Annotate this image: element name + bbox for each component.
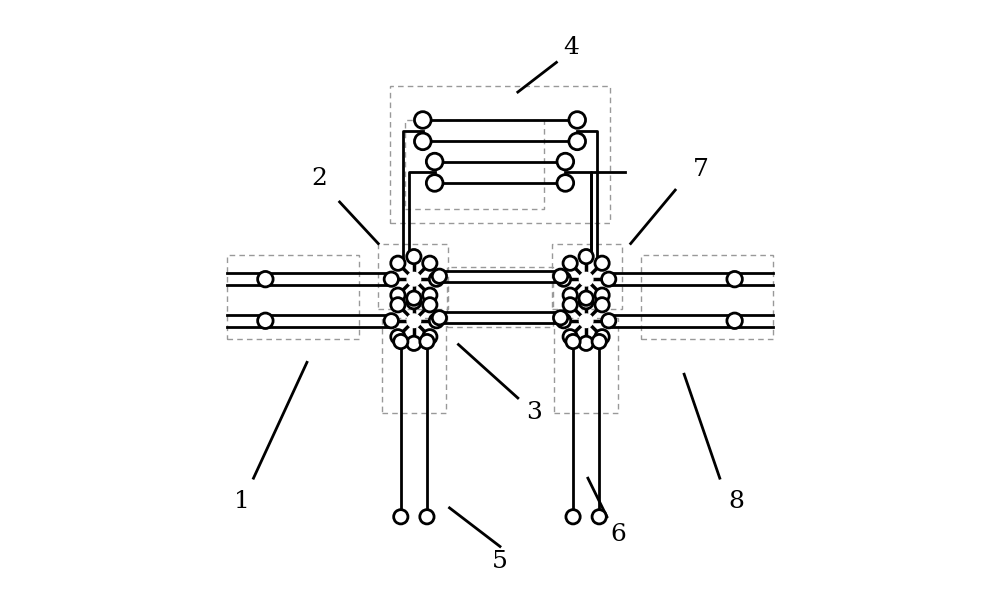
- Circle shape: [557, 153, 574, 170]
- Circle shape: [566, 510, 580, 524]
- Circle shape: [407, 336, 421, 350]
- Circle shape: [391, 298, 405, 312]
- Circle shape: [592, 510, 606, 524]
- Circle shape: [595, 298, 609, 312]
- Circle shape: [391, 256, 405, 270]
- Circle shape: [384, 272, 398, 286]
- Circle shape: [602, 314, 616, 328]
- Bar: [390, 86, 610, 223]
- Circle shape: [563, 288, 577, 302]
- Circle shape: [407, 295, 421, 309]
- Circle shape: [429, 314, 444, 328]
- Circle shape: [556, 314, 571, 328]
- Circle shape: [426, 153, 443, 170]
- Circle shape: [432, 311, 447, 325]
- Circle shape: [595, 288, 609, 302]
- Circle shape: [566, 334, 580, 349]
- Text: 4: 4: [563, 36, 579, 59]
- Circle shape: [414, 112, 431, 128]
- Circle shape: [595, 330, 609, 344]
- Circle shape: [579, 336, 593, 350]
- Circle shape: [579, 273, 593, 286]
- Circle shape: [423, 256, 437, 270]
- Circle shape: [414, 133, 431, 150]
- Circle shape: [391, 330, 405, 344]
- Text: 5: 5: [492, 550, 508, 573]
- Text: 2: 2: [311, 167, 327, 189]
- Text: 6: 6: [611, 523, 627, 546]
- Circle shape: [553, 269, 568, 283]
- Circle shape: [569, 112, 586, 128]
- Circle shape: [727, 271, 742, 287]
- Circle shape: [420, 334, 434, 349]
- Circle shape: [407, 249, 421, 264]
- Circle shape: [384, 314, 398, 328]
- Circle shape: [727, 313, 742, 328]
- Circle shape: [579, 291, 593, 305]
- Bar: [227, 255, 359, 339]
- Text: 1: 1: [234, 491, 249, 513]
- Circle shape: [407, 273, 421, 286]
- Bar: [378, 244, 448, 309]
- Circle shape: [426, 175, 443, 191]
- Circle shape: [420, 510, 434, 524]
- Bar: [641, 255, 773, 339]
- Bar: [447, 267, 553, 327]
- Bar: [552, 244, 622, 309]
- Bar: [405, 120, 544, 209]
- Circle shape: [407, 314, 421, 327]
- Circle shape: [563, 256, 577, 270]
- Circle shape: [423, 330, 437, 344]
- Circle shape: [429, 272, 444, 286]
- Circle shape: [258, 313, 273, 328]
- Circle shape: [394, 334, 408, 349]
- Circle shape: [563, 330, 577, 344]
- Circle shape: [407, 291, 421, 305]
- Bar: [554, 318, 618, 413]
- Text: 3: 3: [527, 402, 542, 424]
- Circle shape: [557, 175, 574, 191]
- Circle shape: [569, 133, 586, 150]
- Circle shape: [579, 314, 593, 327]
- Circle shape: [579, 295, 593, 309]
- Circle shape: [423, 298, 437, 312]
- Bar: [382, 318, 446, 413]
- Circle shape: [602, 272, 616, 286]
- Circle shape: [394, 510, 408, 524]
- Circle shape: [563, 298, 577, 312]
- Circle shape: [556, 272, 571, 286]
- Circle shape: [553, 311, 568, 325]
- Circle shape: [432, 269, 447, 283]
- Circle shape: [579, 249, 593, 264]
- Text: 8: 8: [728, 491, 744, 513]
- Circle shape: [258, 271, 273, 287]
- Circle shape: [423, 288, 437, 302]
- Text: 7: 7: [693, 158, 709, 181]
- Circle shape: [595, 256, 609, 270]
- Circle shape: [592, 334, 606, 349]
- Circle shape: [391, 288, 405, 302]
